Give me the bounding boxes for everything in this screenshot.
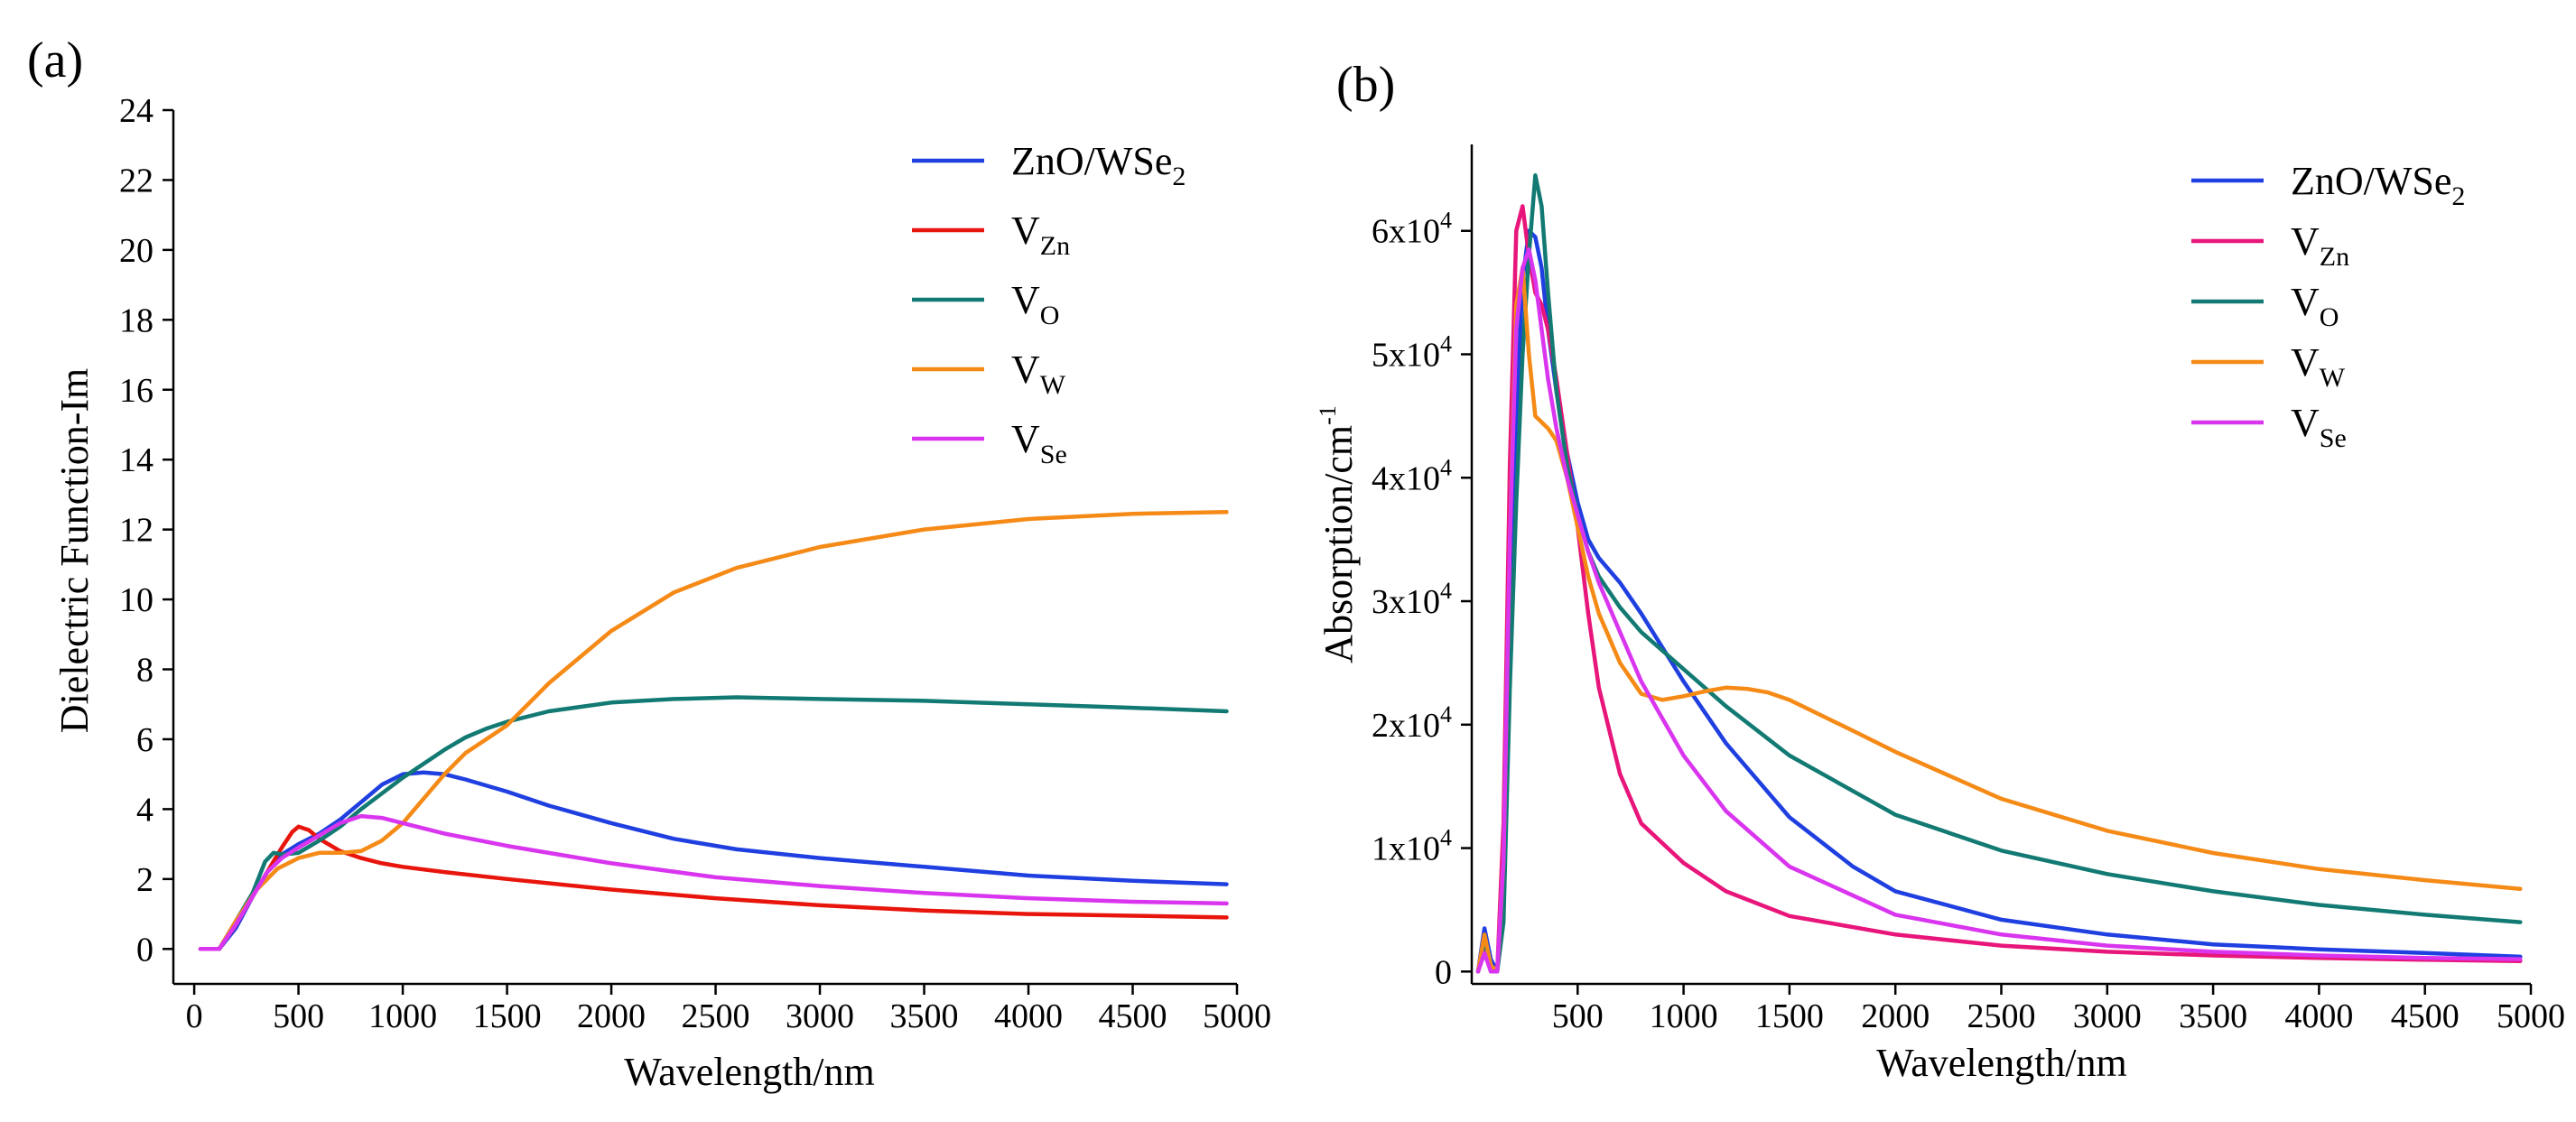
- x-tick-label: 3000: [786, 997, 854, 1035]
- legend-label: VSe: [2291, 401, 2347, 453]
- x-tick-label: 2000: [577, 997, 646, 1035]
- y-tick-label: 6x104: [1372, 208, 1452, 251]
- x-tick-label: 1500: [473, 997, 542, 1035]
- panel-a-y-axis-label: Dielectric Function-Im: [52, 368, 97, 733]
- x-tick-label: 5000: [2497, 997, 2565, 1035]
- legend-label: VO: [1011, 278, 1059, 330]
- y-tick-label: 22: [119, 162, 153, 199]
- series-line-vse: [1475, 247, 2523, 974]
- x-tick-label: 500: [1552, 997, 1604, 1035]
- x-tick-label: 500: [273, 997, 324, 1035]
- x-tick-label: 3500: [2179, 997, 2247, 1035]
- panel-b-y-axis-label-sup: -1: [1315, 405, 1341, 425]
- panel-a-plot-area: [172, 110, 1237, 986]
- y-tick-label: 0: [136, 931, 153, 969]
- y-tick-label: 12: [119, 512, 153, 550]
- panel-a: (a) 0 500 1000 1500 2000 2500 3000 3500 4000 4500…: [27, 32, 1271, 1094]
- x-tick-label: 2500: [1967, 997, 2036, 1035]
- y-tick-label: 4x104: [1372, 454, 1452, 497]
- panel-b-x-axis-label: Wavelength/nm: [1876, 1041, 2127, 1085]
- y-tick-label: 0: [1435, 953, 1452, 991]
- y-tick-label: 4: [136, 791, 153, 829]
- series-line-vo: [198, 695, 1229, 951]
- x-tick-label: 3500: [890, 997, 959, 1035]
- panel-a-series: [198, 510, 1229, 951]
- x-tick-label: 5000: [1203, 997, 1271, 1035]
- y-tick-label: 1x104: [1372, 825, 1452, 868]
- y-tick-label: 16: [119, 372, 153, 410]
- panel-b-y-axis-label-base: Absorption/cm: [1316, 425, 1361, 663]
- panel-a-ticks: 0 500 1000 1500 2000 2500 3000 3500 4000 4500 5000…: [119, 92, 1271, 1035]
- x-tick-label: 2000: [1861, 997, 1930, 1035]
- y-tick-label: 3x104: [1372, 578, 1452, 621]
- y-tick-label: 5x104: [1372, 331, 1452, 375]
- legend-label: VZn: [2291, 219, 2349, 272]
- y-tick-label: 24: [119, 92, 153, 130]
- x-tick-label: 4000: [994, 997, 1063, 1035]
- panel-b-y-axis-label: Absorption/cm-1: [1315, 405, 1361, 663]
- x-tick-label: 1000: [1650, 997, 1718, 1035]
- x-tick-label: 4500: [1099, 997, 1167, 1035]
- panel-a-legend: ZnO/WSe2 VZn VO VW VSe: [912, 139, 1186, 469]
- y-tick-label: 18: [119, 301, 153, 339]
- x-tick-label: 0: [186, 997, 203, 1035]
- x-tick-label: 2500: [682, 997, 750, 1035]
- x-tick-label: 3000: [2073, 997, 2142, 1035]
- legend-label: VW: [2291, 340, 2346, 393]
- legend-label: ZnO/WSe2: [2291, 159, 2465, 211]
- legend-label: VW: [1011, 348, 1066, 400]
- panel-b-ticks: 500 1000 1500 2000 2500 3000 3500 4000 4500 5000 0…: [1372, 208, 2565, 1035]
- series-line-vw: [198, 510, 1229, 951]
- series-line-vw: [1475, 265, 2523, 974]
- y-tick-label: 6: [136, 721, 153, 759]
- y-tick-label: 2: [136, 861, 153, 899]
- series-line-vzn: [1475, 204, 2523, 974]
- panel-b-series: [1475, 172, 2523, 974]
- series-line-vo: [1475, 172, 2523, 974]
- y-tick-label: 2x104: [1372, 701, 1452, 745]
- legend-label: ZnO/WSe2: [1011, 139, 1186, 191]
- legend-label: VSe: [1011, 417, 1067, 469]
- legend-label: VO: [2291, 280, 2339, 332]
- y-tick-label: 8: [136, 652, 153, 690]
- panel-a-label: (a): [27, 32, 83, 88]
- x-tick-label: 1500: [1755, 997, 1824, 1035]
- panel-b-legend: ZnO/WSe2 VZn VO VW VSe: [2191, 159, 2465, 453]
- x-tick-label: 4000: [2284, 997, 2353, 1035]
- series-line-zno-wse2: [1475, 228, 2523, 974]
- panel-b-label: (b): [1336, 57, 1395, 113]
- y-tick-label: 14: [119, 441, 153, 479]
- panel-b-plot-area: [1470, 144, 2531, 986]
- x-tick-label: 4500: [2391, 997, 2460, 1035]
- panel-b: (b) 500 1000 1500 2000 2500 3000 3500 4000 4500 5…: [1315, 57, 2565, 1085]
- series-line-zno-wse2: [198, 770, 1229, 951]
- panel-a-x-axis-label: Wavelength/nm: [624, 1050, 875, 1094]
- series-line-vse: [198, 813, 1229, 951]
- legend-label: VZn: [1011, 209, 1070, 261]
- y-tick-label: 20: [119, 232, 153, 270]
- x-tick-label: 1000: [368, 997, 437, 1035]
- y-tick-label: 10: [119, 581, 153, 619]
